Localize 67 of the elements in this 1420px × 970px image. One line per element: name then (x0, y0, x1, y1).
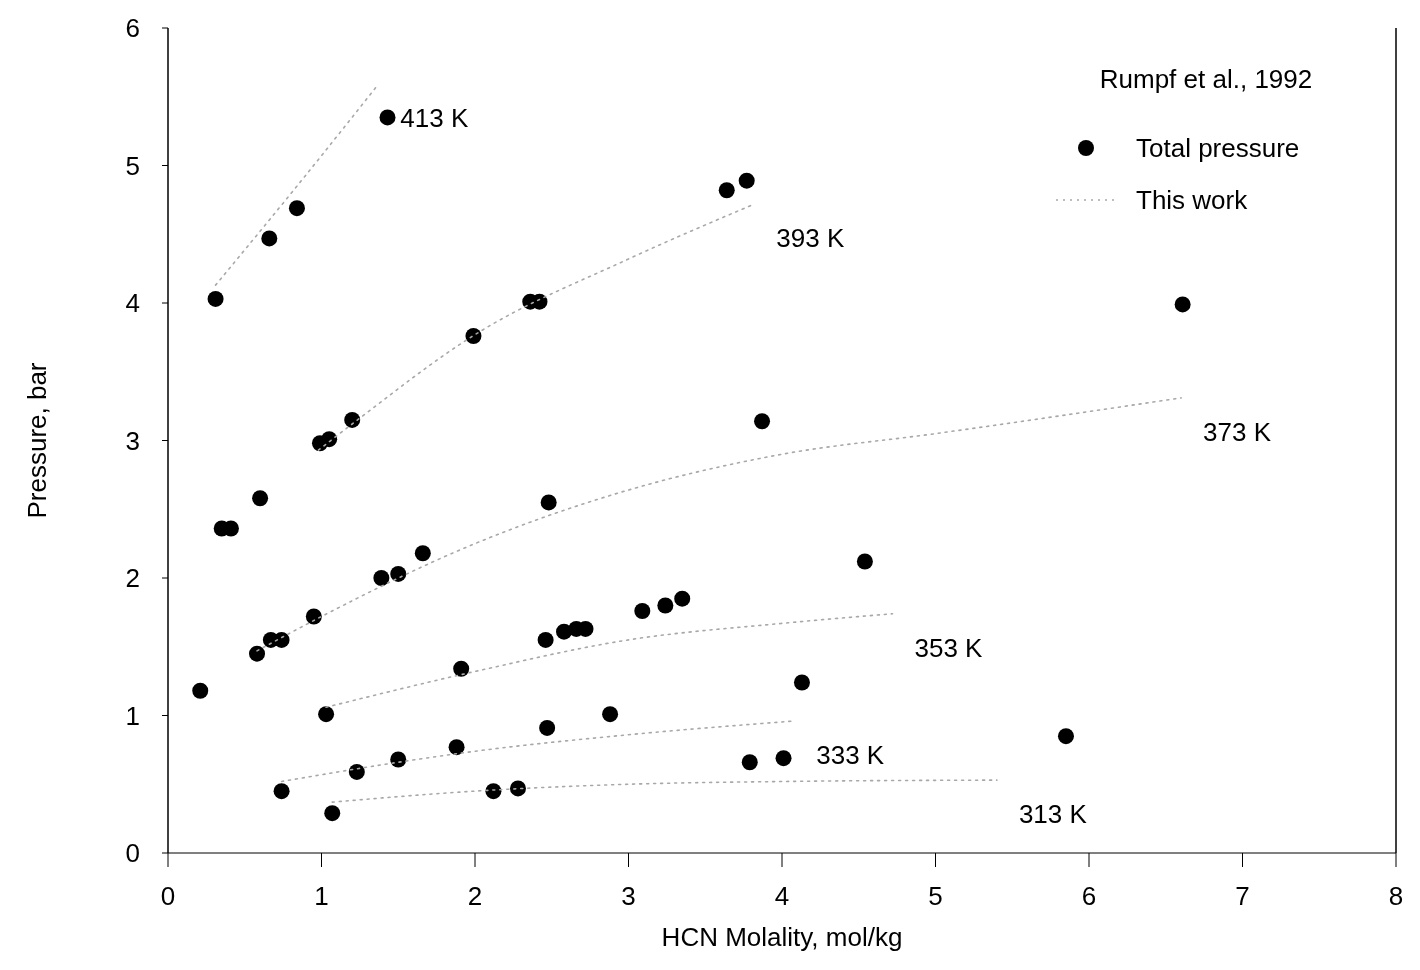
point (448, 739, 465, 756)
x-tick-label: 5 (928, 881, 943, 911)
point (348, 763, 365, 780)
point (261, 230, 278, 247)
point (207, 290, 224, 307)
point (537, 631, 554, 648)
point (321, 431, 338, 448)
point (465, 328, 482, 344)
x-tick-label: 3 (621, 881, 636, 911)
point (674, 590, 691, 607)
point (856, 553, 873, 570)
annotation: 353 K (914, 632, 984, 663)
legend-label: This work (1136, 185, 1249, 216)
point (288, 200, 305, 217)
x-tick-label: 0 (160, 881, 176, 911)
point (390, 751, 407, 768)
x-tick-label: 1 (314, 881, 329, 911)
legend-title: Rumpf et al., 1992 (1099, 64, 1313, 94)
point (634, 603, 651, 619)
point (318, 706, 335, 723)
point (793, 674, 810, 691)
point (509, 780, 526, 797)
x-axis-title: HCN Molality, mol/kg (661, 922, 903, 952)
point (539, 719, 556, 736)
point (1174, 296, 1191, 313)
point (718, 182, 735, 199)
point (741, 754, 758, 771)
point (602, 706, 619, 723)
point (305, 608, 322, 625)
y-tick-label: 5 (125, 150, 140, 181)
point (540, 494, 557, 511)
point (754, 413, 771, 430)
point (657, 597, 674, 614)
annotation: 373 K (1203, 416, 1272, 447)
point (738, 172, 755, 189)
line-series (331, 779, 998, 803)
point (390, 565, 407, 582)
annotation: 413 K (400, 103, 469, 134)
x-tick-label: 7 (1235, 881, 1250, 911)
point (379, 109, 396, 126)
point (453, 660, 470, 677)
point (324, 805, 341, 822)
point (344, 411, 361, 428)
point (373, 570, 390, 586)
x-tick-label: 8 (1388, 881, 1404, 911)
point (775, 750, 792, 767)
y-tick-label: 6 (125, 13, 140, 44)
annotation: 313 K (1018, 799, 1088, 830)
annotation: 393 K (776, 223, 845, 254)
x-tick-label: 2 (467, 881, 483, 911)
point (249, 645, 266, 662)
y-tick-label: 0 (125, 838, 140, 869)
x-tick-label: 6 (1081, 881, 1097, 911)
point (414, 545, 431, 562)
point (252, 490, 269, 507)
point (485, 783, 502, 800)
annotation: 333 K (816, 740, 885, 771)
y-tick-label: 4 (125, 288, 140, 319)
y-tick-label: 3 (125, 425, 140, 456)
point (1057, 728, 1074, 745)
y-axis-title: Pressure, bar (22, 362, 52, 519)
point (273, 783, 290, 800)
y-tick-label: 1 (125, 700, 140, 731)
legend-label: Total pressure (1136, 133, 1300, 164)
y-tick-label: 2 (125, 563, 140, 594)
point (192, 682, 209, 699)
x-tick-label: 4 (774, 881, 790, 911)
